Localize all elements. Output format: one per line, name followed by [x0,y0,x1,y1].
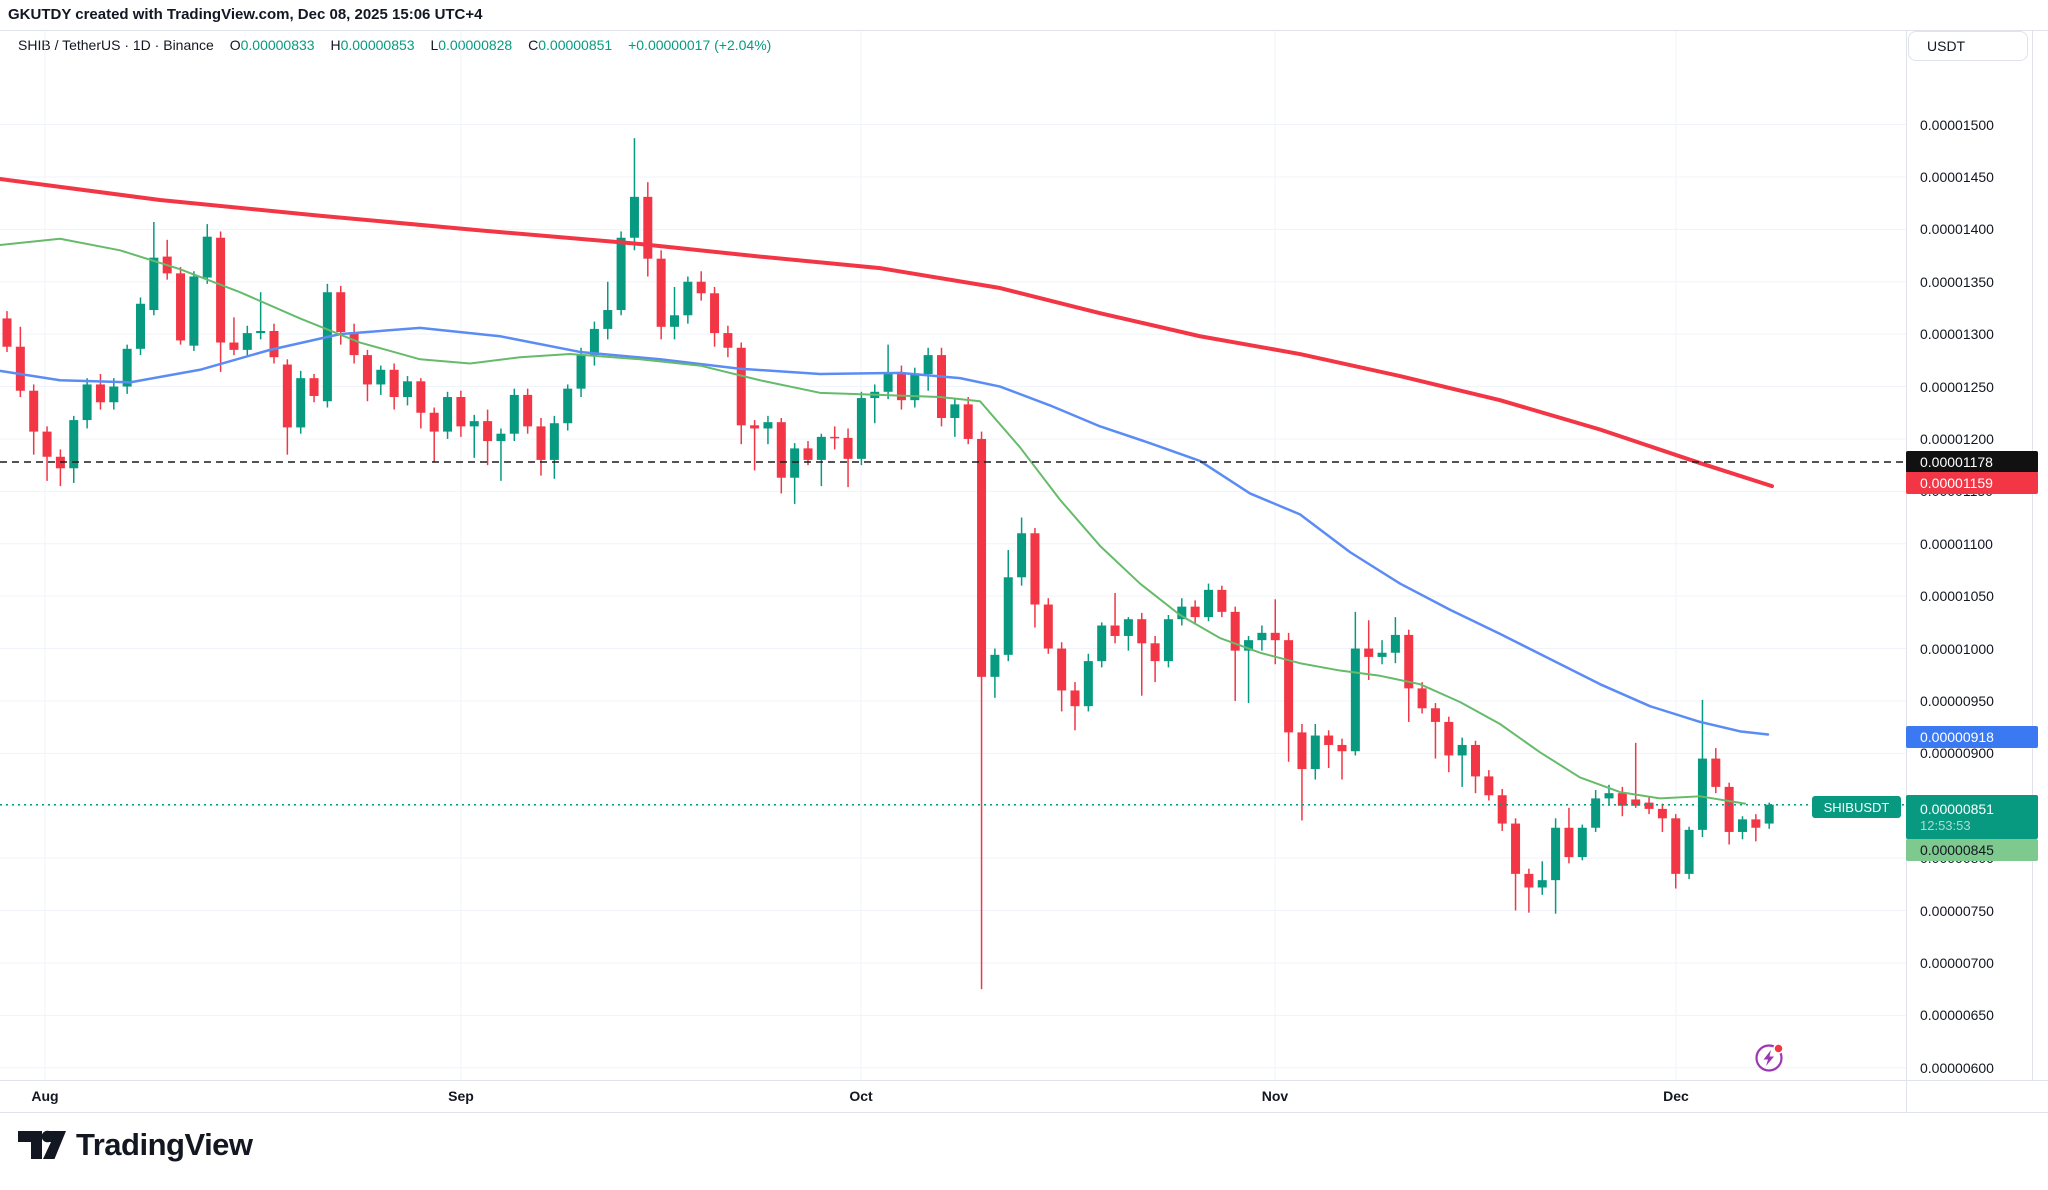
time-axis-label-sep: Sep [448,1088,474,1104]
ohlc-low-label: L [430,37,439,53]
lightning-icon [1755,1043,1784,1072]
tradingview-logo-text: TradingView [76,1127,253,1162]
currency-label: USDT [1927,38,1966,54]
change-value: +0.00000017 (+2.04%) [628,37,772,53]
time-axis-separator [0,1080,2048,1081]
ohlc-close-value: 0.00000851 [538,37,613,53]
price-axis-label: 0.00001000 [1920,640,1994,657]
symbol-price-tag: SHIBUSDT [1812,796,1901,818]
last-price-badge: 0.00000851 12:53:53 [1906,795,2038,839]
time-axis-label-aug: Aug [31,1088,59,1104]
time-axis-label-oct: Oct [849,1088,873,1104]
drawn-line-price-badge: 0.00001178 [1906,451,2038,473]
time-axis-bottom-border [0,1112,2048,1113]
ohlc-high-label: H [330,37,341,53]
ohlc-open-label: O [229,37,241,53]
price-axis-label: 0.00000600 [1920,1059,1994,1076]
price-axis-label: 0.00001450 [1920,168,1994,185]
price-axis-label: 0.00000950 [1920,692,1994,709]
symbol-title[interactable]: SHIB / TetherUS · 1D · Binance [18,37,214,53]
price-axis-label: 0.00001500 [1920,116,1994,133]
green-ma-price-badge: 0.00000845 [1906,839,2038,861]
price-axis-border [1906,30,1907,1112]
price-axis-label: 0.00001400 [1920,221,1994,238]
bar-countdown: 12:53:53 [1920,818,1971,833]
price-axis-label: 0.00000900 [1920,745,1994,762]
pane-top-border [0,30,2048,31]
price-axis-label: 0.00000700 [1920,954,1994,971]
ohlc-close-label: C [528,37,539,53]
price-axis-right-border [2032,30,2033,1080]
price-axis-label: 0.00001050 [1920,588,1994,605]
price-axis-label: 0.00000750 [1920,902,1994,919]
ohlc-high-value: 0.00000853 [340,37,415,53]
blue-ma-price-badge: 0.00000918 [1906,726,2038,748]
tradingview-logo[interactable]: TradingView [18,1124,253,1166]
quick-action-button[interactable] [1751,1039,1787,1075]
price-axis-label: 0.00001300 [1920,326,1994,343]
price-axis-label: 0.00001100 [1920,535,1993,552]
price-axis-label: 0.00001350 [1920,273,1994,290]
symbol-info-bar[interactable]: SHIB / TetherUS · 1D · Binance O0.000008… [18,37,771,53]
currency-toggle-button[interactable]: USDT [1908,31,2028,61]
time-axis-label-nov: Nov [1261,1088,1289,1104]
last-price-value: 0.00000851 [1920,801,1994,817]
price-axis-label: 0.00000650 [1920,1007,1994,1024]
ohlc-open-value: 0.00000833 [240,37,315,53]
red-ma-price-badge: 0.00001159 [1906,472,2038,494]
watermark-text: GKUTDY created with TradingView.com, Dec… [8,6,483,23]
price-axis-label: 0.00001250 [1920,378,1994,395]
ohlc-low-value: 0.00000828 [438,37,513,53]
tradingview-logo-icon [18,1130,66,1159]
price-axis-label: 0.00001200 [1920,430,1994,447]
time-axis-label-dec: Dec [1663,1088,1689,1104]
